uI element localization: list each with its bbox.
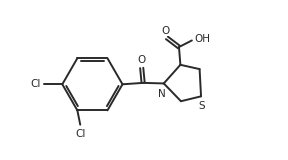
Text: Cl: Cl — [75, 129, 86, 139]
Text: OH: OH — [195, 34, 211, 44]
Text: O: O — [138, 55, 146, 65]
Text: O: O — [161, 26, 169, 36]
Text: N: N — [158, 89, 165, 99]
Text: Cl: Cl — [31, 79, 41, 89]
Text: S: S — [199, 101, 206, 112]
